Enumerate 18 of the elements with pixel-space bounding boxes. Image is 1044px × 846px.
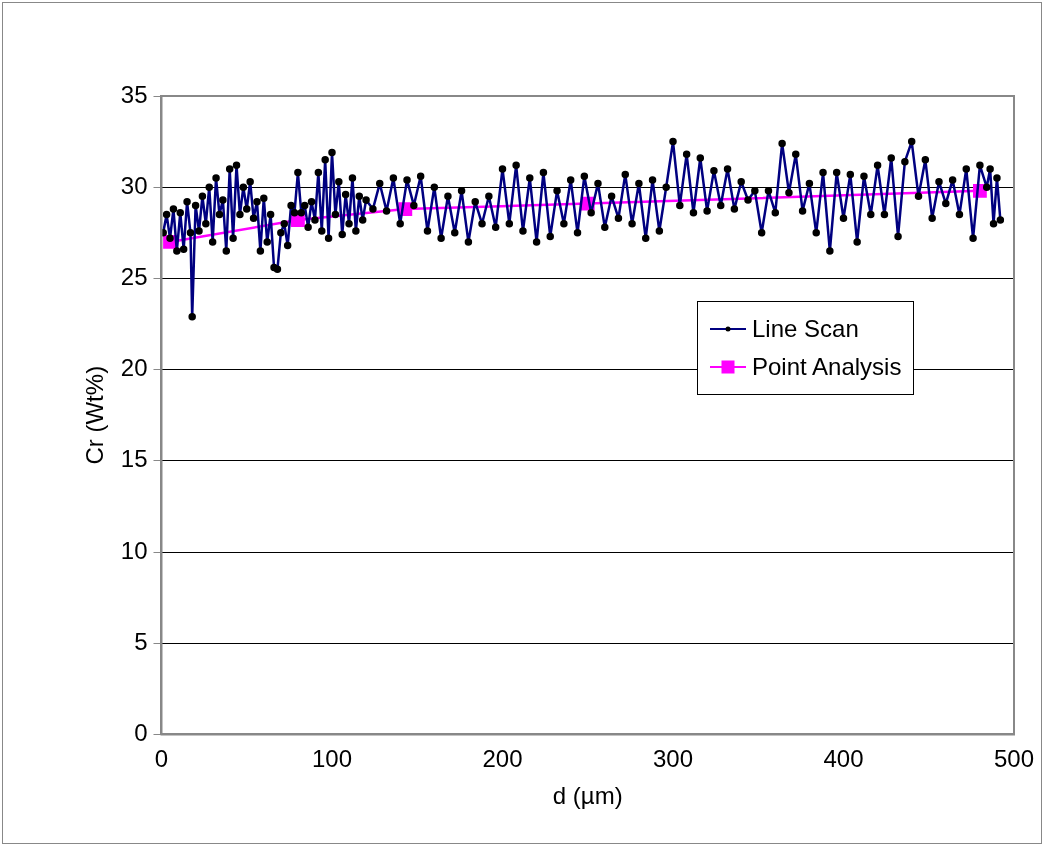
x-tick-label: 400: [823, 745, 864, 773]
y-tick-label: 15: [120, 445, 148, 473]
y-tick-label: 20: [120, 354, 148, 382]
y-tick-label: 5: [134, 627, 148, 655]
legend-label: Point Analysis: [752, 353, 902, 382]
x-tick-label: 500: [993, 745, 1035, 773]
legend-label: Line Scan: [752, 315, 859, 344]
x-tick-label: 300: [652, 745, 694, 773]
x-tick-label: 200: [482, 745, 523, 773]
y-tick-label: 10: [120, 536, 148, 564]
y-tick-label: 35: [120, 80, 148, 108]
y-tick-label: 0: [134, 719, 148, 747]
x-axis-title: d (µm): [552, 782, 623, 810]
y-tick-label: 30: [120, 171, 148, 199]
y-tick-label: 25: [120, 263, 148, 291]
y-axis-title: Cr (Wt%): [81, 365, 109, 465]
x-tick-label: 0: [154, 745, 169, 773]
x-tick-label: 100: [311, 745, 353, 773]
